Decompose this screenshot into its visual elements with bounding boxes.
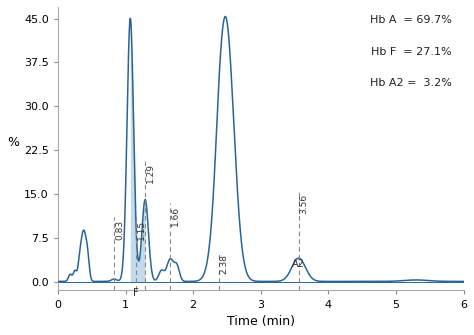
Text: 1.29: 1.29 xyxy=(146,163,155,183)
Text: A2: A2 xyxy=(292,259,305,269)
Text: F: F xyxy=(133,287,138,297)
Text: 0.83: 0.83 xyxy=(115,220,124,240)
Text: Hb A2 =  3.2%: Hb A2 = 3.2% xyxy=(370,78,451,88)
Text: Hb F  = 27.1%: Hb F = 27.1% xyxy=(371,47,451,57)
X-axis label: Time (min): Time (min) xyxy=(227,315,295,328)
Text: 1.15: 1.15 xyxy=(137,220,146,240)
Text: 2.38: 2.38 xyxy=(220,254,229,274)
Text: Hb A  = 69.7%: Hb A = 69.7% xyxy=(370,15,451,25)
Y-axis label: %: % xyxy=(7,136,19,149)
Text: 3.56: 3.56 xyxy=(300,194,309,214)
Text: 1.66: 1.66 xyxy=(171,205,180,226)
